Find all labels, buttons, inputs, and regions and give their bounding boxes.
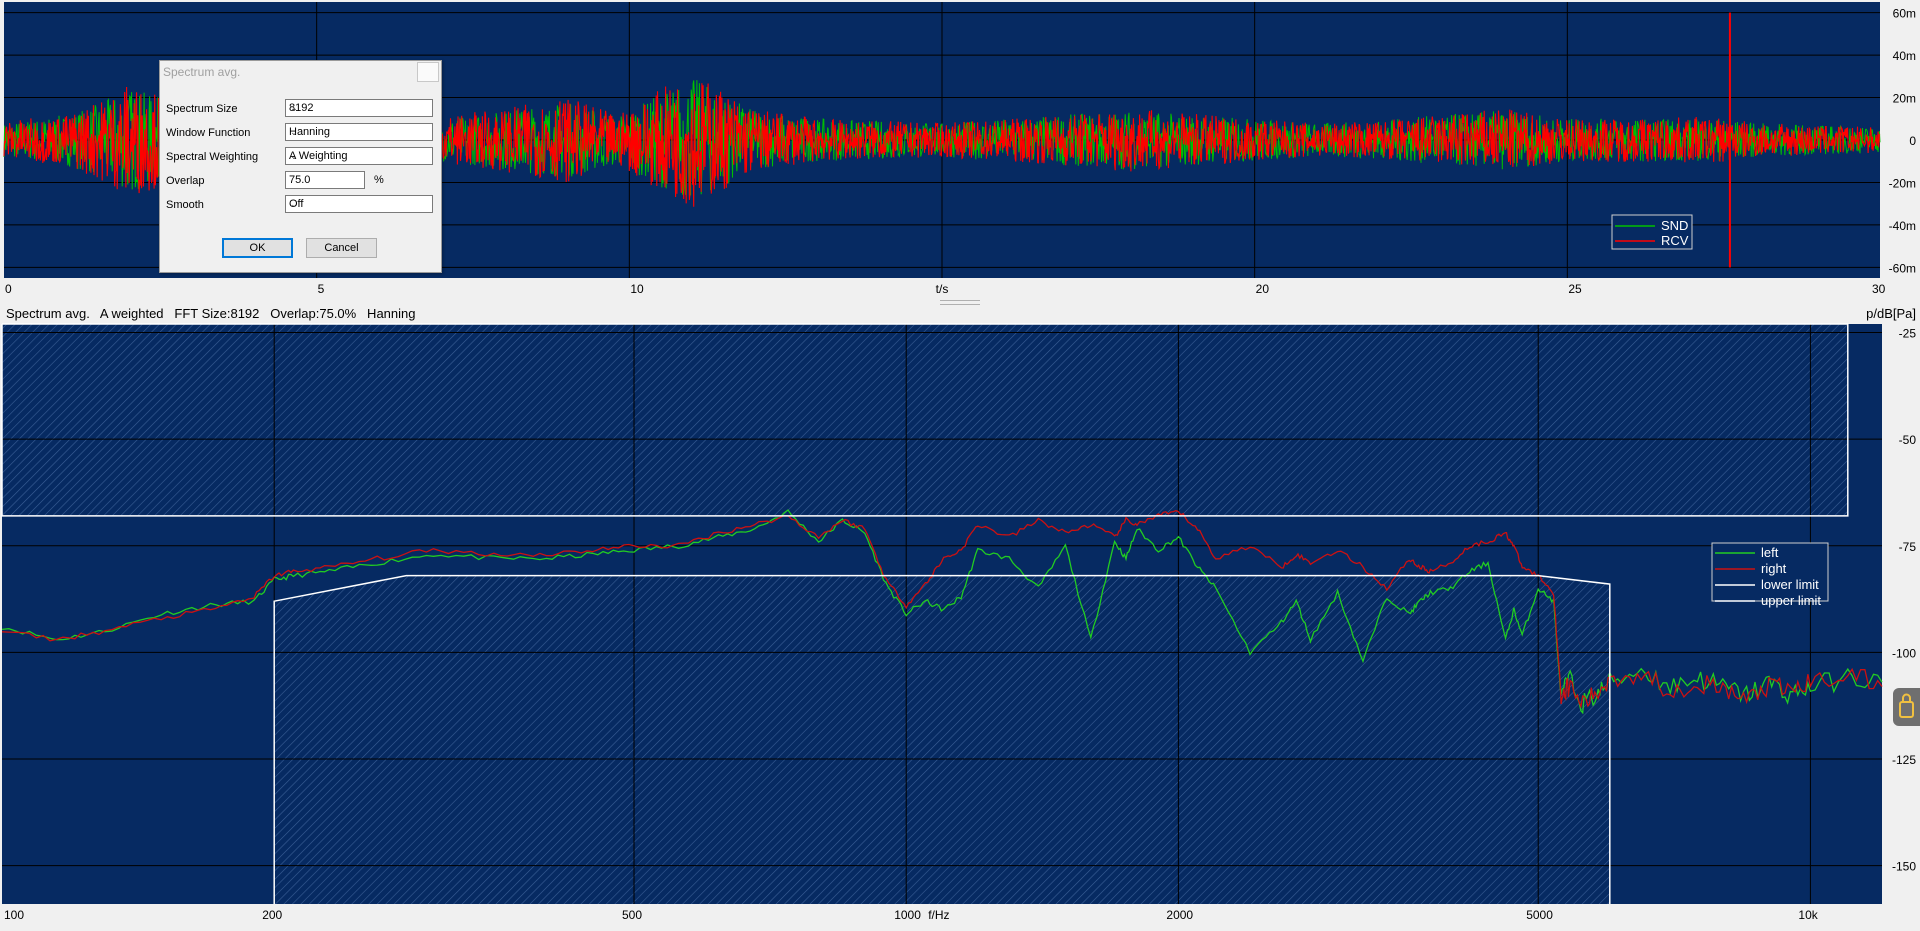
top-x-axis: 0 5 10 20 25 30 t/s	[5, 282, 1886, 296]
bottom-series-left	[1, 509, 1883, 715]
overlap-row: Overlap 75.0 %	[166, 171, 434, 191]
y-unit-label: p/dB[Pa]	[1866, 306, 1916, 321]
bottom-legend-label: lower limit	[1761, 577, 1819, 592]
top-y-tick-label: 20m	[1893, 92, 1916, 106]
splitter-grip[interactable]	[940, 300, 980, 305]
time-domain-svg: 60m 40m 20m 0 -20m -40m -60m 0 5 10 20 25 30 t/s SND…	[0, 0, 1920, 298]
top-y-tick-label: -60m	[1889, 261, 1916, 275]
bottom-series-right	[1, 509, 1883, 709]
top-y-tick-label: -20m	[1889, 176, 1916, 190]
bottom-y-tick-label: -125	[1892, 753, 1916, 767]
spectrum-size-label: Spectrum Size	[166, 103, 238, 115]
top-y-tick-label: -40m	[1889, 219, 1916, 233]
bottom-legend-label: right	[1761, 561, 1787, 576]
bottom-legend-label: left	[1761, 545, 1779, 560]
lower-limit-hatch	[274, 575, 1610, 904]
top-x-tick-label: 25	[1568, 282, 1582, 296]
plot-splitter[interactable]	[0, 298, 1920, 306]
dialog-title: Spectrum avg.	[163, 65, 241, 79]
smooth-select[interactable]: Off ⌄	[285, 195, 433, 213]
spectrum-info-text: Spectrum avg. A weighted FFT Size:8192 O…	[6, 306, 416, 321]
spectral-weighting-value: A Weighting	[289, 150, 348, 162]
bottom-x-tick-label: 1000	[894, 908, 921, 922]
overlap-label: Overlap	[166, 175, 205, 187]
bottom-x-axis-label: f/Hz	[928, 908, 949, 922]
overlap-input[interactable]: 75.0	[285, 171, 365, 189]
smooth-label: Smooth	[166, 199, 204, 211]
bottom-y-tick-label: -75	[1899, 540, 1917, 554]
smooth-row: Smooth Off ⌄	[166, 195, 434, 215]
top-y-tick-label: 0	[1909, 134, 1916, 148]
ok-button[interactable]: OK	[222, 238, 293, 258]
bottom-x-tick-label: 2000	[1166, 908, 1193, 922]
top-x-axis-label: t/s	[936, 282, 949, 296]
time-domain-chart[interactable]: 60m 40m 20m 0 -20m -40m -60m 0 5 10 20 25 30 t/s SND…	[0, 0, 1920, 298]
top-x-tick-label: 20	[1256, 282, 1270, 296]
dialog-close-button[interactable]	[417, 62, 439, 82]
bottom-x-tick-label: 10k	[1798, 908, 1818, 922]
overlap-value: 75.0	[289, 174, 311, 186]
top-y-tick-label: 40m	[1893, 49, 1916, 63]
cancel-button[interactable]: Cancel	[306, 238, 377, 258]
bottom-series-lower-limit	[273, 574, 1611, 904]
window-function-row: Window Function Hanning ⌄	[166, 123, 434, 143]
bottom-traces	[1, 323, 1883, 904]
spectral-weighting-row: Spectral Weighting A Weighting ⌄	[166, 147, 434, 167]
spectrum-info-bar: Spectrum avg. A weighted FFT Size:8192 O…	[0, 306, 1920, 322]
limit-hatch	[2, 324, 1848, 904]
window-function-value: Hanning	[289, 126, 330, 138]
overlap-unit: %	[374, 174, 384, 186]
top-x-tick-label: 10	[630, 282, 644, 296]
bottom-x-tick-label: 200	[262, 908, 282, 922]
spectrum-size-row: Spectrum Size 8192 ⌄	[166, 99, 434, 119]
spectrum-size-select[interactable]: 8192 ⌄	[285, 99, 433, 117]
bottom-legend-label: upper limit	[1761, 593, 1821, 608]
spectrum-svg: -25 -50 -75 -100 -125 -150 100 200 500 1000 2000 5…	[0, 322, 1920, 926]
chevron-down-icon: ⌄	[290, 199, 298, 209]
bottom-grid	[2, 324, 1882, 904]
bottom-x-tick-label: 100	[4, 908, 24, 922]
bottom-y-tick-label: -150	[1892, 860, 1916, 874]
side-panel-handle[interactable]	[1893, 688, 1920, 726]
chevron-down-icon: ⌄	[290, 103, 298, 113]
bottom-x-tick-label: 500	[622, 908, 642, 922]
top-legend-box	[1611, 214, 1693, 250]
bottom-x-tick-label: 5000	[1526, 908, 1553, 922]
bottom-y-tick-label: -25	[1899, 327, 1917, 341]
top-legend-label: RCV	[1661, 233, 1689, 248]
chevron-down-icon: ⌄	[290, 151, 298, 161]
top-y-axis: 60m 40m 20m 0 -20m -40m -60m	[1889, 7, 1917, 276]
bottom-y-axis: -25 -50 -75 -100 -125 -150	[1892, 327, 1916, 874]
bottom-x-axis: 100 200 500 1000 2000 5000 10k f/Hz	[4, 908, 1819, 922]
bottom-series-upper-limit	[1, 323, 1849, 517]
spectrum-avg-dialog: Spectrum avg. Spectrum Size 8192 ⌄ Windo…	[159, 60, 442, 273]
chevron-down-icon: ⌄	[290, 127, 298, 137]
spectrum-chart[interactable]: -25 -50 -75 -100 -125 -150 100 200 500 1000 2000 5…	[0, 322, 1920, 926]
bottom-y-tick-label: -50	[1899, 433, 1917, 447]
spectrum-size-value: 8192	[289, 102, 314, 114]
top-legend-label: SND	[1661, 218, 1688, 233]
top-x-tick-label: 30	[1872, 282, 1886, 296]
window-function-label: Window Function	[166, 127, 251, 139]
top-x-tick-label: 5	[318, 282, 325, 296]
smooth-value: Off	[289, 198, 304, 210]
bottom-y-tick-label: -100	[1892, 646, 1916, 660]
lock-icon	[1899, 693, 1914, 718]
upper-limit-hatch	[2, 324, 1848, 516]
spectral-weighting-select[interactable]: A Weighting ⌄	[285, 147, 433, 165]
window-function-select[interactable]: Hanning ⌄	[285, 123, 433, 141]
spectral-weighting-label: Spectral Weighting	[166, 151, 259, 163]
top-y-tick-label: 60m	[1893, 7, 1916, 21]
top-x-tick-label: 0	[5, 282, 12, 296]
